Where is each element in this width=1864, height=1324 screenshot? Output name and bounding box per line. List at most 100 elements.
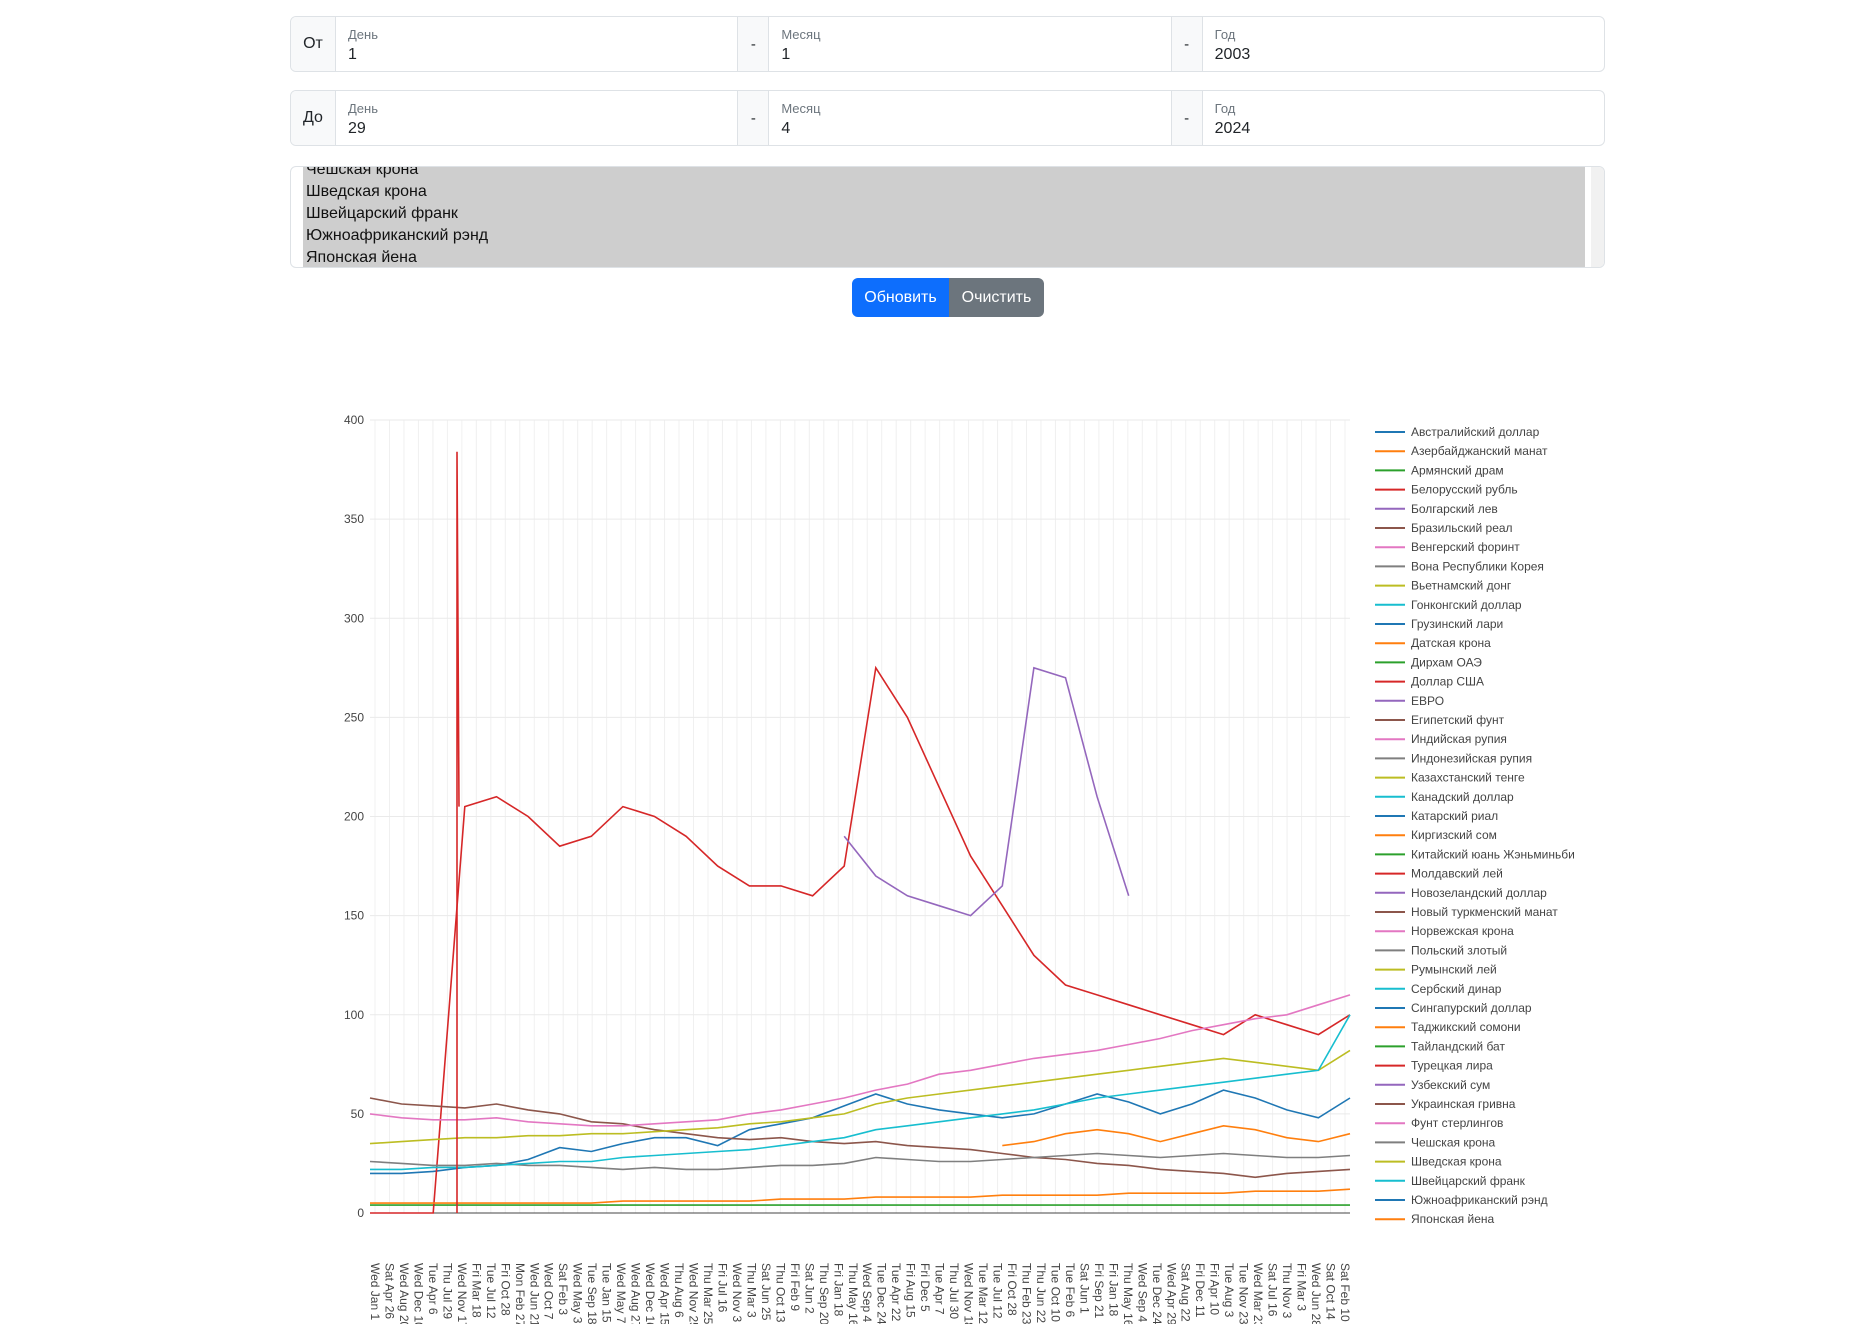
x-tick-label: Tue Apr 22 [889,1263,903,1322]
x-tick-label: Fri Jan 18 [831,1263,845,1317]
date-from-row: От День 1 - Месяц 1 - Год 2003 [290,16,1605,72]
y-tick-label: 200 [344,810,364,824]
currency-option[interactable]: Шведская крона [306,183,427,200]
from-month-caption: Месяц [781,27,821,42]
x-tick-label: Mon Feb 27 [513,1263,527,1324]
legend-item: Грузинский лари [1411,617,1503,631]
x-tick-label: Wed Nov 25 [687,1263,701,1324]
currency-select[interactable]: Чешская крона Шведская крона Швейцарский… [290,166,1605,268]
legend-item: ЕВРО [1411,694,1444,708]
currency-option[interactable]: Южноафриканский рэнд [306,227,489,244]
separator: - [1170,17,1203,71]
x-tick-label: Sat Oct 14 [1324,1263,1338,1320]
scrollbar[interactable] [1591,167,1604,267]
currency-option[interactable]: Чешская крона [306,167,419,178]
x-tick-label: Fri Apr 10 [1208,1263,1222,1315]
series-line [1002,1124,1351,1147]
from-day-field[interactable]: День 1 [336,17,737,71]
x-tick-label: Fri Mar 18 [469,1263,483,1318]
x-tick-label: Tue Jan 15 [600,1263,614,1323]
x-tick-label: Thu Nov 3 [1280,1263,1294,1319]
from-year-value[interactable]: 2003 [1214,46,1251,63]
legend-item: Молдавский лей [1411,867,1503,881]
x-tick-label: Tue Apr 7 [933,1263,947,1315]
legend-item: Армянский драм [1411,463,1504,477]
y-tick-label: 250 [344,710,364,724]
to-month-value[interactable]: 4 [781,120,791,137]
x-tick-label: Wed Mar 23 [1251,1263,1265,1324]
legend-item: Турецкая лира [1411,1059,1493,1073]
to-day-value[interactable]: 29 [348,120,366,137]
x-tick-label: Tue Aug 3 [1222,1263,1236,1318]
x-tick-label: Sat Jun 25 [759,1263,773,1321]
x-tick-label: Tue Jul 12 [991,1263,1005,1319]
x-tick-label: Tue Nov 23 [1237,1263,1251,1324]
clear-button[interactable]: Очистить [949,278,1044,317]
x-tick-label: Fri Jul 16 [715,1263,729,1313]
x-tick-label: Tue Dec 24 [875,1263,889,1324]
x-tick-label: Wed Oct 7 [542,1263,556,1320]
legend-item: Польский злотый [1411,943,1507,957]
legend-item: Австралийский доллар [1411,425,1540,439]
x-tick-label: Fri Aug 15 [904,1263,918,1318]
from-month-field[interactable]: Месяц 1 [769,17,1170,71]
to-year-value[interactable]: 2024 [1214,120,1251,137]
series-line [370,1188,1351,1204]
from-label: От [291,17,336,71]
x-tick-label: Wed Nov 3 [730,1263,744,1322]
x-tick-label: Wed Sep 4 [860,1263,874,1322]
legend-item: Датская крона [1411,636,1491,650]
from-month-value[interactable]: 1 [781,46,791,63]
legend-item: Японская йена [1411,1212,1494,1226]
legend-item: Катарский риал [1411,809,1498,823]
legend-item: Индийская рупия [1411,732,1507,746]
legend-item: Дирхам ОАЭ [1411,655,1482,669]
to-month-field[interactable]: Месяц 4 [769,91,1170,145]
y-tick-label: 300 [344,611,364,625]
x-tick-label: Wed May 30 [571,1263,585,1324]
x-tick-label: Wed Nov 17 [455,1263,469,1324]
from-year-field[interactable]: Год 2003 [1203,17,1604,71]
legend-item: Вона Республики Корея [1411,559,1544,573]
x-tick-label: Wed Dec 16 [643,1263,657,1324]
to-day-caption: День [348,101,378,116]
legend-item: Киргизский сом [1411,828,1497,842]
x-tick-label: Thu Jul 29 [440,1263,454,1319]
legend-item: Сингапурский доллар [1411,1001,1532,1015]
currency-option[interactable]: Японская йена [306,249,417,266]
legend-item: Бразильский реал [1411,521,1513,535]
x-tick-label: Thu Feb 23 [1019,1263,1033,1324]
from-day-caption: День [348,27,378,42]
separator: - [737,17,770,71]
x-tick-label: Thu Sep 20 [817,1263,831,1324]
legend-item: Новозеландский доллар [1411,886,1547,900]
legend-item: Южноафриканский рэнд [1411,1193,1548,1207]
x-tick-label: Thu May 16 [1121,1263,1135,1324]
update-button[interactable]: Обновить [852,278,949,317]
to-year-caption: Год [1214,101,1236,116]
x-tick-label: Wed Apr 29 [1164,1263,1178,1324]
currency-options[interactable]: Чешская крона Шведская крона Швейцарский… [303,167,1585,267]
x-tick-label: Wed Nov 18 [962,1263,976,1324]
y-tick-label: 400 [344,413,364,427]
currency-option[interactable]: Швейцарский франк [306,205,458,222]
to-year-field[interactable]: Год 2024 [1203,91,1604,145]
legend-item: Гонконгский доллар [1411,598,1522,612]
series-line [369,1097,1351,1179]
to-month-caption: Месяц [781,101,821,116]
x-tick-label: Fri Jan 18 [1106,1263,1120,1317]
x-tick-label: Fri Dec 11 [1193,1263,1207,1318]
x-tick-label: Thu Aug 6 [672,1263,686,1318]
currency-chart: 0 50 100 150 200 250 300 350 400 Wed Jan 1 Sat Apr… [344,413,1575,1324]
x-tick-label: Wed Jun 28 [1309,1263,1323,1324]
legend-item: Канадский доллар [1411,790,1514,804]
to-day-field[interactable]: День 29 [336,91,737,145]
x-tick-label: Wed Aug 27 [629,1263,643,1324]
legend-item: Индонезийская рупия [1411,751,1532,765]
legend-item: Белорусский рубль [1411,483,1518,497]
legend-item: Казахстанский тенге [1411,771,1525,785]
legend-item: Норвежская крона [1411,924,1514,938]
date-to-row: До День 29 - Месяц 4 - Год 2024 [290,90,1605,146]
from-day-value[interactable]: 1 [348,46,357,63]
x-tick-label: Fri Dec 5 [918,1263,932,1312]
